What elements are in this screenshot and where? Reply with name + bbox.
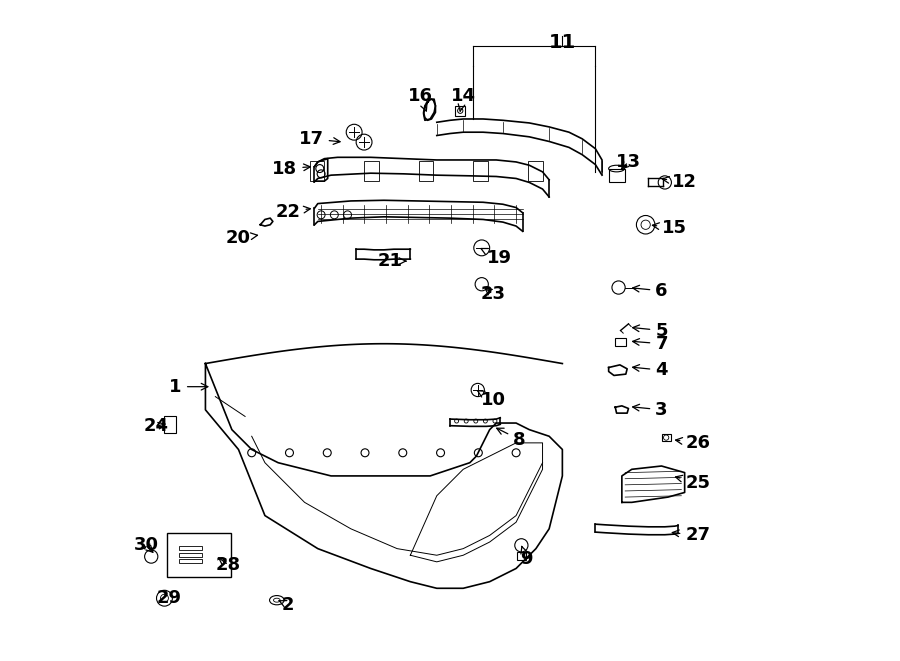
Text: 5: 5	[633, 321, 668, 340]
Text: 7: 7	[633, 334, 668, 353]
Bar	[517, 552, 526, 560]
Bar	[165, 416, 176, 433]
Text: 11: 11	[549, 34, 576, 52]
Bar	[608, 169, 625, 182]
Bar	[179, 546, 203, 550]
Text: 23: 23	[481, 285, 506, 303]
Text: 24: 24	[143, 417, 168, 436]
Bar	[662, 434, 671, 441]
Text: 18: 18	[272, 159, 310, 178]
Text: 13: 13	[616, 153, 641, 171]
Bar	[179, 553, 203, 557]
Text: 9: 9	[520, 547, 532, 568]
Text: 15: 15	[652, 219, 688, 237]
Text: 20: 20	[226, 229, 257, 247]
Text: 30: 30	[133, 536, 158, 555]
Text: 12: 12	[662, 173, 698, 191]
Bar	[616, 338, 625, 346]
Text: 2: 2	[279, 596, 294, 614]
Text: 22: 22	[275, 202, 310, 221]
Text: 21: 21	[378, 252, 406, 270]
Text: 14: 14	[451, 87, 476, 111]
Text: 27: 27	[672, 526, 710, 545]
Text: 10: 10	[477, 391, 506, 409]
Text: 28: 28	[216, 556, 241, 574]
Text: 8: 8	[497, 428, 526, 449]
Text: 25: 25	[676, 473, 710, 492]
Text: 3: 3	[633, 401, 668, 419]
Text: 16: 16	[408, 87, 433, 111]
Bar	[179, 559, 203, 563]
Text: 26: 26	[676, 434, 710, 452]
Text: 19: 19	[481, 249, 512, 267]
Text: 6: 6	[633, 282, 668, 300]
Text: 4: 4	[633, 361, 668, 379]
Text: 29: 29	[157, 589, 182, 607]
Text: 1: 1	[169, 377, 208, 396]
Text: 17: 17	[299, 130, 340, 148]
Bar	[455, 106, 465, 116]
